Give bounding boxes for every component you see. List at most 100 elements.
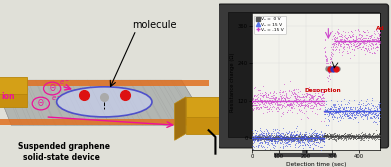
Point bbox=[336, 108, 343, 111]
Point bbox=[253, 136, 260, 139]
Point bbox=[300, 135, 306, 138]
Point bbox=[312, 135, 318, 137]
Point bbox=[347, 111, 353, 113]
Point bbox=[339, 135, 346, 138]
Point bbox=[274, 137, 280, 139]
Point bbox=[374, 36, 380, 39]
Point bbox=[373, 136, 380, 138]
Point bbox=[283, 94, 289, 96]
Point bbox=[283, 136, 289, 139]
Point bbox=[313, 139, 319, 142]
Point bbox=[307, 136, 313, 138]
Point bbox=[311, 101, 317, 103]
Point bbox=[266, 136, 273, 138]
Point bbox=[296, 100, 302, 103]
Point bbox=[357, 135, 363, 138]
Point bbox=[371, 113, 378, 116]
Point bbox=[282, 134, 288, 136]
Point bbox=[343, 134, 350, 137]
Point bbox=[341, 133, 347, 135]
Point bbox=[303, 95, 309, 98]
Point bbox=[294, 138, 301, 140]
Point bbox=[308, 133, 315, 136]
Point bbox=[264, 136, 270, 139]
Point bbox=[296, 141, 302, 144]
Point bbox=[258, 101, 264, 104]
Point bbox=[330, 117, 336, 120]
Point bbox=[330, 135, 337, 138]
Point bbox=[358, 115, 364, 118]
Point bbox=[365, 135, 371, 137]
Point bbox=[308, 134, 314, 137]
Point bbox=[364, 113, 371, 116]
Point bbox=[268, 139, 274, 141]
Point bbox=[374, 30, 380, 33]
Point bbox=[300, 101, 306, 103]
Point bbox=[263, 136, 269, 139]
Point bbox=[304, 138, 310, 140]
Point bbox=[262, 106, 269, 109]
Point bbox=[340, 45, 346, 48]
Point bbox=[289, 104, 295, 106]
Point bbox=[345, 46, 352, 48]
Point bbox=[353, 110, 360, 113]
Point bbox=[249, 134, 256, 137]
Point bbox=[292, 104, 299, 107]
Point bbox=[310, 136, 316, 138]
Point bbox=[314, 139, 320, 142]
Point bbox=[272, 144, 278, 147]
Point bbox=[294, 135, 301, 137]
Point bbox=[267, 136, 273, 139]
Point bbox=[262, 106, 268, 109]
Point bbox=[374, 114, 380, 117]
Point bbox=[300, 135, 307, 138]
Point bbox=[273, 138, 280, 141]
Point bbox=[253, 137, 260, 140]
Point bbox=[285, 135, 291, 138]
Point bbox=[297, 140, 303, 142]
Point bbox=[339, 133, 345, 136]
Point bbox=[372, 113, 378, 116]
Point bbox=[298, 100, 304, 103]
Point bbox=[279, 91, 285, 94]
Point bbox=[351, 136, 357, 139]
Point bbox=[303, 136, 309, 139]
Point bbox=[337, 135, 343, 138]
Point bbox=[273, 108, 279, 111]
Point bbox=[260, 136, 266, 138]
Point bbox=[298, 134, 304, 136]
Point bbox=[376, 132, 382, 135]
Point bbox=[287, 108, 293, 111]
Point bbox=[309, 109, 315, 112]
Point bbox=[269, 140, 276, 142]
Point bbox=[330, 114, 336, 116]
Point bbox=[358, 137, 364, 140]
Point bbox=[306, 138, 312, 141]
Point bbox=[267, 97, 273, 100]
Point bbox=[292, 138, 298, 140]
Point bbox=[262, 147, 268, 150]
Point bbox=[344, 36, 351, 38]
Point bbox=[352, 135, 358, 138]
Point bbox=[309, 97, 315, 100]
Point bbox=[322, 113, 328, 115]
Point bbox=[257, 97, 263, 100]
Point bbox=[351, 99, 357, 102]
Point bbox=[287, 136, 294, 139]
Point bbox=[365, 136, 371, 139]
Point bbox=[359, 134, 365, 136]
Point bbox=[315, 135, 321, 138]
Point bbox=[373, 136, 379, 138]
Point bbox=[278, 135, 284, 138]
Point bbox=[265, 93, 271, 96]
Point bbox=[263, 102, 269, 105]
Point bbox=[347, 41, 353, 44]
Point bbox=[356, 43, 362, 46]
Point bbox=[366, 112, 372, 115]
Point bbox=[291, 139, 298, 142]
Point bbox=[255, 135, 261, 138]
Point bbox=[291, 139, 297, 142]
Point bbox=[368, 117, 375, 120]
Point bbox=[251, 97, 258, 100]
Point bbox=[366, 108, 372, 110]
